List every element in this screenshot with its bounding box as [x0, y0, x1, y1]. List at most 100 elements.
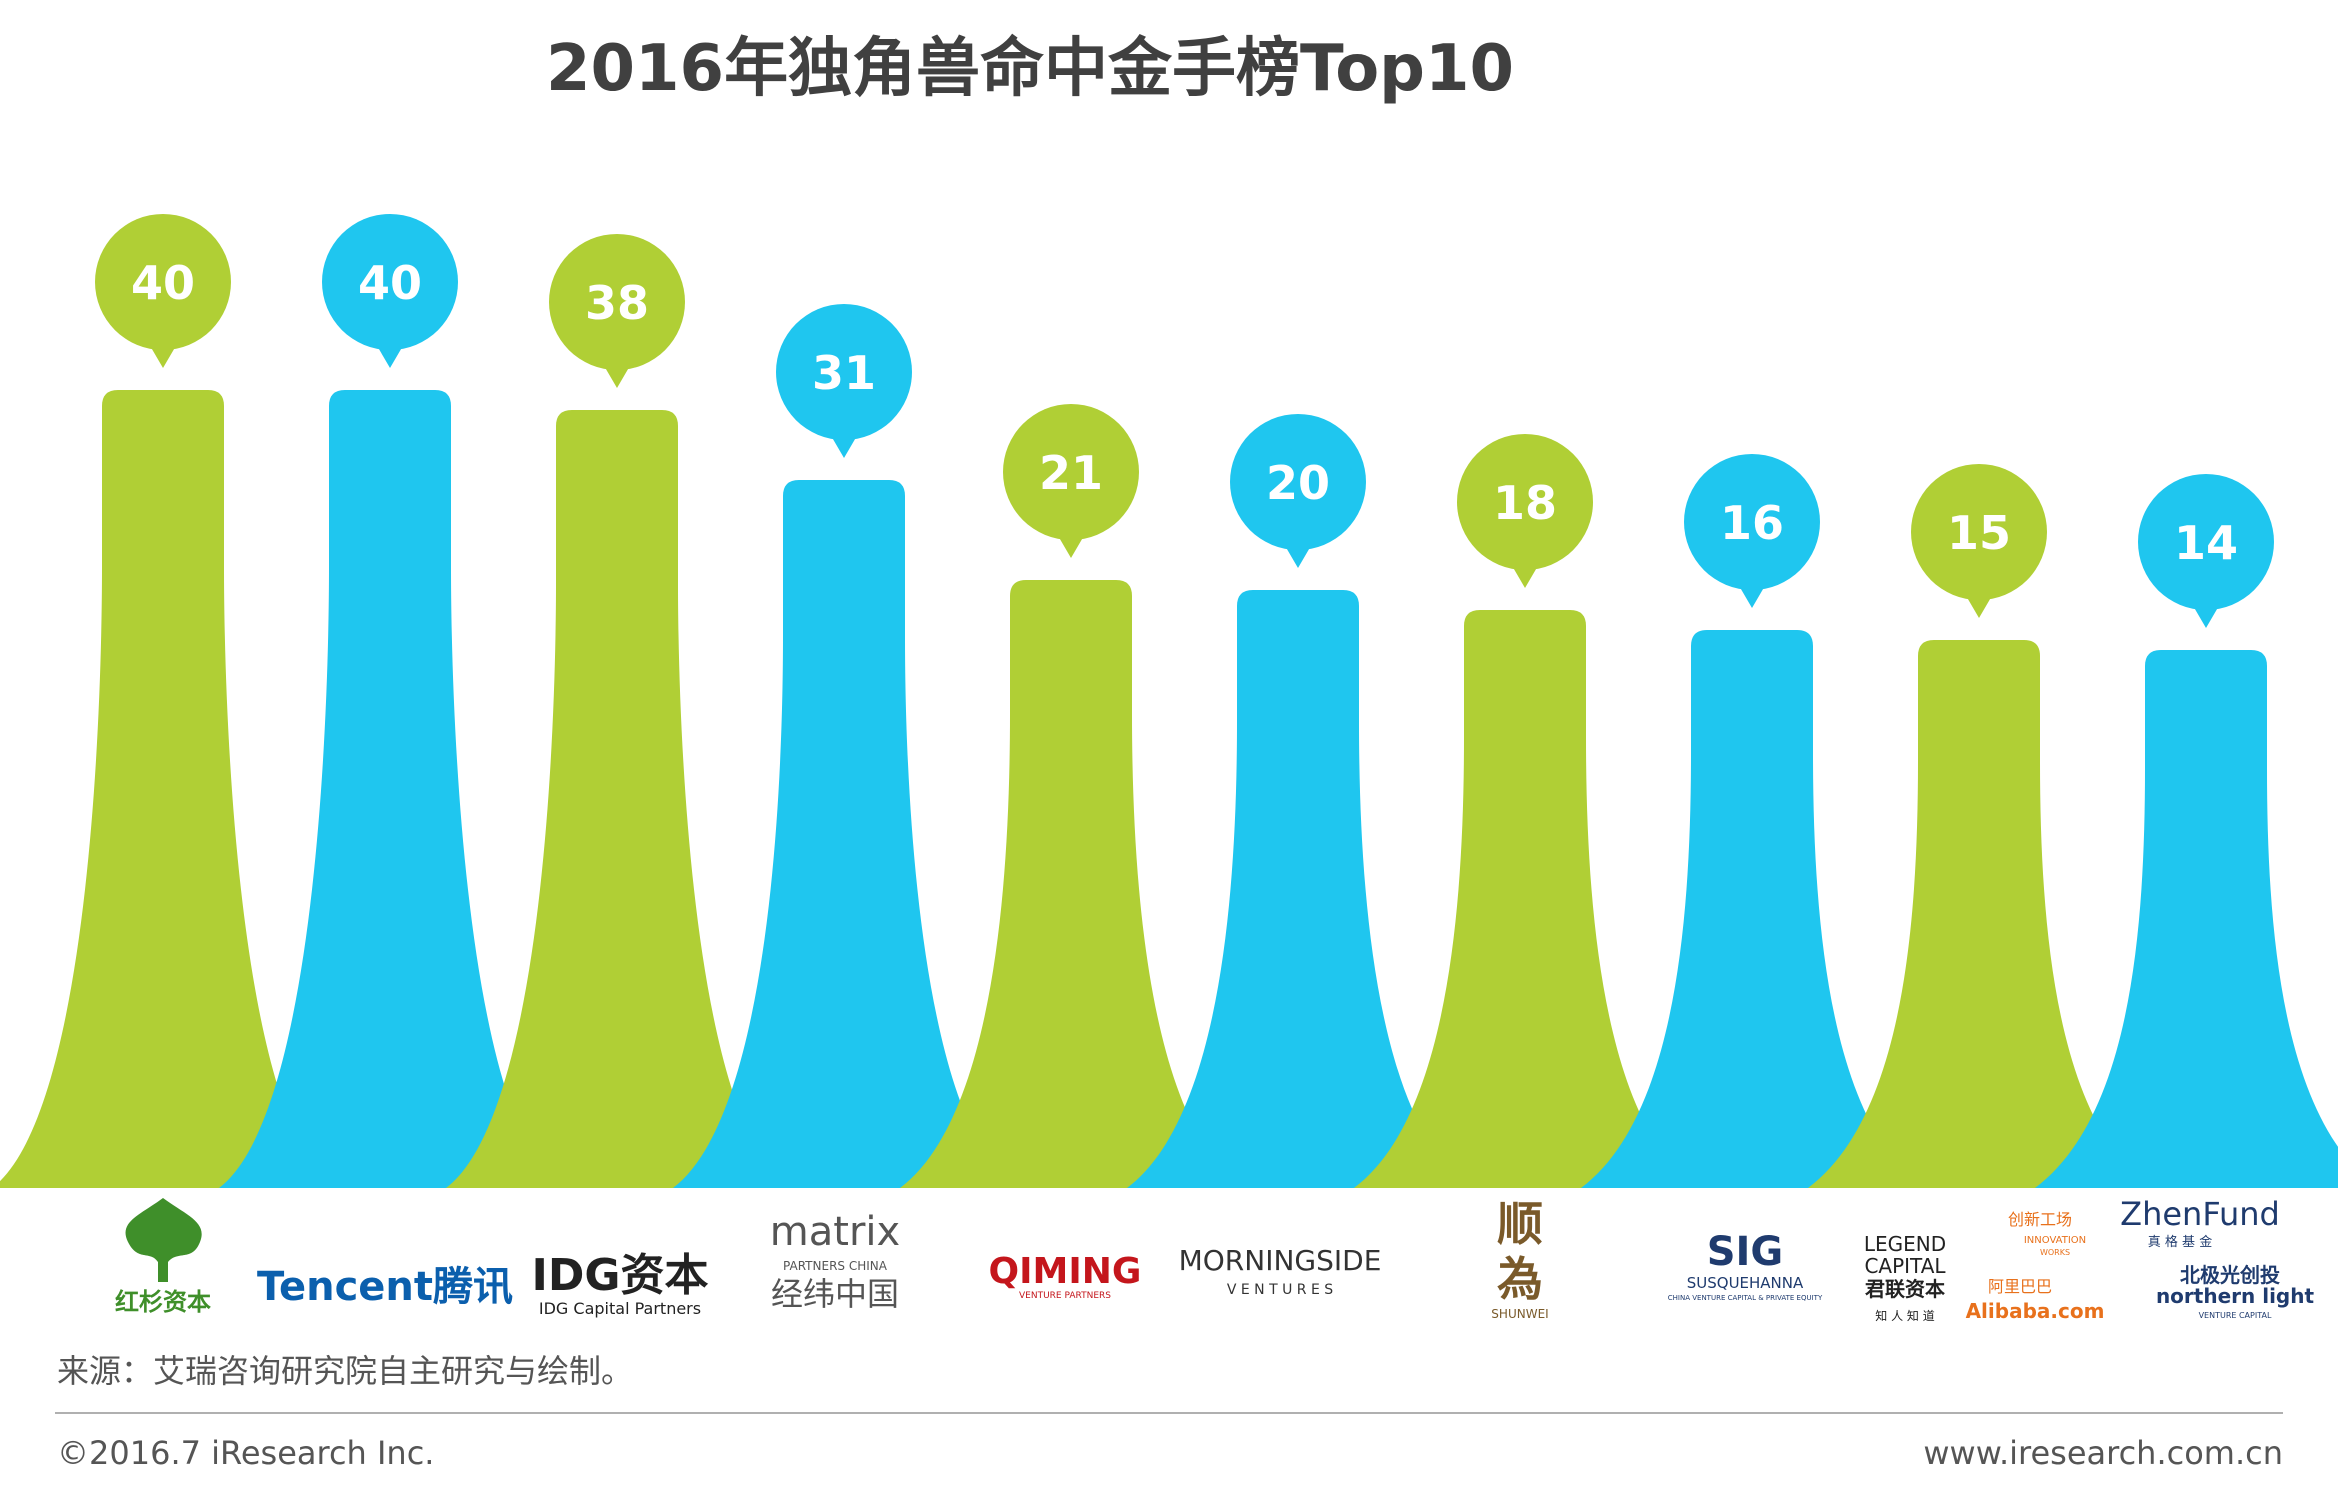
data-label: 31 [812, 346, 876, 400]
bubble-circle [1003, 404, 1139, 540]
website-text: www.iresearch.com.cn [1923, 1434, 2283, 1472]
logo-text: matrix [770, 1209, 900, 1255]
data-label: 38 [585, 276, 649, 330]
bubble-pointer [830, 434, 858, 458]
logo-text: CAPITAL [1864, 1254, 1946, 1278]
source-note: 来源：艾瑞咨询研究院自主研究与绘制。 [57, 1352, 633, 1390]
bar-4 [673, 480, 1015, 1188]
value-bubble-5: 21 [1003, 404, 1139, 558]
logo-2: Tencent腾讯 [257, 1264, 513, 1310]
bar-1 [0, 390, 334, 1188]
logo-text: Alibaba.com [1966, 1299, 2105, 1323]
sequoia-leaf-icon [125, 1198, 202, 1282]
data-label: 14 [2174, 516, 2238, 570]
value-bubble-1: 40 [95, 214, 231, 368]
bar-5 [900, 580, 1242, 1188]
logo-text: SIG [1707, 1229, 1784, 1275]
data-label: 40 [358, 256, 422, 310]
bar-8 [1581, 630, 1923, 1188]
chart-title: 2016年独角兽命中金手榜Top10 [546, 32, 1514, 106]
logo-text: 阿里巴巴 [1988, 1277, 2052, 1296]
bubble-pointer [1511, 564, 1539, 588]
bubble-circle [1911, 464, 2047, 600]
logo-text: 知 人 知 道 [1875, 1309, 1934, 1323]
data-label: 21 [1039, 446, 1103, 500]
logo-text: VENTURE PARTNERS [1019, 1291, 1111, 1301]
logo-text: VENTURE CAPITAL [2199, 1311, 2272, 1320]
value-bubble-8: 16 [1684, 454, 1820, 608]
bubble-pointer [376, 344, 404, 368]
logo-text: 為 [1497, 1252, 1543, 1306]
logo-text: V E N T U R E S [1227, 1282, 1333, 1298]
logo-10: 创新工场 INNOVATION WORKS 阿里巴巴 Alibaba.com [1966, 1210, 2105, 1323]
data-label: 18 [1493, 476, 1557, 530]
logo-text: QIMING [989, 1251, 1142, 1292]
logo-text: 君联资本 [1865, 1277, 1945, 1301]
bubble-circle [322, 214, 458, 350]
bubble-circle [1457, 434, 1593, 570]
bar-10 [2035, 650, 2338, 1188]
logo-text: northern light [2156, 1284, 2315, 1308]
copyright-text: ©2016.7 iResearch Inc. [57, 1434, 434, 1472]
value-bubble-4: 31 [776, 304, 912, 458]
bar-2 [219, 390, 561, 1188]
bubble-pointer [1738, 584, 1766, 608]
logo-text: WORKS [2040, 1248, 2070, 1257]
bars-layer: 40 40 38 31 21 20 18 16 15 14 [0, 214, 2338, 1188]
logo-text: 顺 [1497, 1197, 1543, 1251]
bubble-pointer [1057, 534, 1085, 558]
bar-6 [1127, 590, 1469, 1188]
value-bubble-3: 38 [549, 234, 685, 388]
logo-text: SUSQUEHANNA [1687, 1274, 1804, 1292]
logo-text: Tencent腾讯 [257, 1264, 513, 1310]
bubble-circle [95, 214, 231, 350]
logo-text: ZhenFund [2120, 1195, 2280, 1233]
bubble-pointer [603, 364, 631, 388]
logo-text: 经纬中国 [771, 1275, 899, 1313]
data-label: 15 [1947, 506, 2011, 560]
logo-text: LEGEND [1864, 1232, 1946, 1256]
bar-7 [1354, 610, 1696, 1188]
data-label: 20 [1266, 456, 1330, 510]
value-bubble-6: 20 [1230, 414, 1366, 568]
logo-text: 北极光创投 [2180, 1263, 2280, 1287]
bar-3 [446, 410, 788, 1188]
logo-4: matrix PARTNERS CHINA 经纬中国 [770, 1209, 900, 1313]
value-bubble-10: 14 [2138, 474, 2274, 628]
bubble-circle [549, 234, 685, 370]
data-label: 16 [1720, 496, 1784, 550]
bubble-circle [776, 304, 912, 440]
bubble-pointer [1284, 544, 1312, 568]
bubble-circle [2138, 474, 2274, 610]
logo-text: MORNINGSIDE [1179, 1244, 1382, 1277]
value-bubble-9: 15 [1911, 464, 2047, 618]
logo-text: SHUNWEI [1491, 1307, 1548, 1321]
logo-text: INNOVATION [2024, 1235, 2086, 1246]
value-bubble-7: 18 [1457, 434, 1593, 588]
logo-text: PARTNERS CHINA [783, 1259, 888, 1273]
logo-text: IDG资本 [531, 1250, 708, 1301]
bubble-pointer [2192, 604, 2220, 628]
bar-9 [1808, 640, 2150, 1188]
data-label: 40 [131, 256, 195, 310]
bubble-pointer [149, 344, 177, 368]
logo-6: MORNINGSIDE V E N T U R E S [1179, 1244, 1382, 1298]
logo-text: 红杉资本 [115, 1288, 211, 1316]
logo-text: CHINA VENTURE CAPITAL & PRIVATE EQUITY [1668, 1294, 1823, 1302]
logo-text: 创新工场 [2008, 1210, 2072, 1229]
bubble-circle [1230, 414, 1366, 550]
logo-text: IDG Capital Partners [539, 1299, 701, 1318]
bubble-circle [1684, 454, 1820, 590]
value-bubble-2: 40 [322, 214, 458, 368]
logo-text: 真 格 基 金 [2148, 1234, 2212, 1250]
bubble-pointer [1965, 594, 1993, 618]
